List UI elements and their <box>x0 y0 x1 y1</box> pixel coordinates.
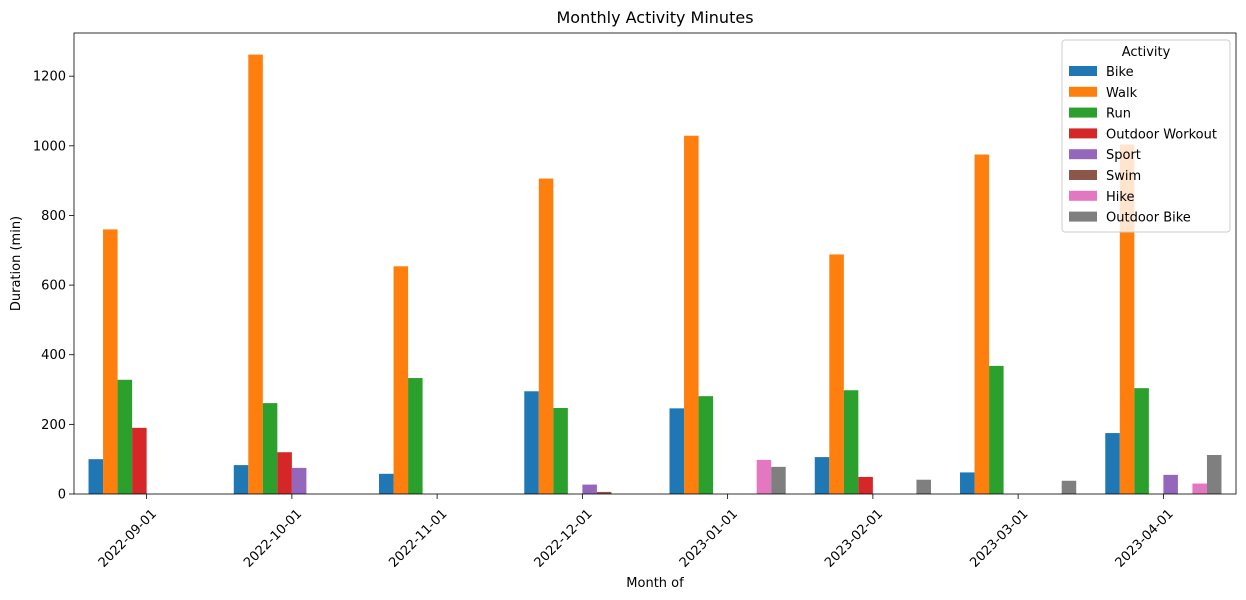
bar-run-2022-09-01 <box>117 379 133 494</box>
y-axis: 0 200 400 600 800 1000 1200 <box>33 70 74 503</box>
y-tick-label: 800 <box>41 209 66 224</box>
bars-layer <box>88 54 1222 495</box>
bar-walk-2023-03-01 <box>974 154 990 494</box>
legend-swatch-walk <box>1069 86 1097 97</box>
legend-label-swim: Swim <box>1106 169 1141 184</box>
bar-outdoor-bike-2023-04-01 <box>1206 455 1222 494</box>
x-tick-label: 2022-10-01 <box>241 507 305 571</box>
legend-label-outdoor-bike: Outdoor Bike <box>1106 211 1191 226</box>
legend-label-outdoor-workout: Outdoor Workout <box>1106 127 1217 142</box>
legend-swatch-outdoor-workout <box>1069 128 1097 139</box>
bar-run-2022-12-01 <box>553 408 568 494</box>
bar-hike-2023-04-01 <box>1192 483 1207 494</box>
x-tick-label: 2022-09-01 <box>96 507 160 571</box>
x-tick-label: 2022-12-01 <box>532 507 596 571</box>
bar-outdoor-bike-2023-01-01 <box>771 466 786 494</box>
bar-walk-2022-11-01 <box>393 266 409 494</box>
legend-swatch-bike <box>1069 66 1097 76</box>
legend-label-run: Run <box>1106 107 1131 122</box>
bar-outdoor-workout-2022-10-01 <box>277 452 292 494</box>
bar-bike-2023-02-01 <box>814 457 830 494</box>
bar-sport-2023-04-01 <box>1163 474 1178 494</box>
y-tick-label: 600 <box>41 279 66 294</box>
legend-label-sport: Sport <box>1106 148 1141 163</box>
legend: Activity Bike Walk Run Outdoor Workout Sport… <box>1061 39 1231 233</box>
x-tick-label: 2023-04-01 <box>1113 507 1177 571</box>
legend-swatch-swim <box>1069 170 1097 180</box>
legend-label-bike: Bike <box>1106 65 1134 80</box>
bar-run-2023-03-01 <box>989 365 1004 494</box>
bar-bike-2022-10-01 <box>233 465 249 494</box>
legend-swatch-outdoor-bike <box>1069 211 1097 222</box>
bar-bike-2022-09-01 <box>88 459 104 494</box>
x-axis: 2022-09-01 2022-10-01 2022-11-01 2022-12-01… <box>96 494 1177 571</box>
bar-swim-2022-12-01 <box>596 491 612 494</box>
bar-run-2023-01-01 <box>698 396 714 494</box>
legend-title: Activity <box>1122 45 1171 60</box>
legend-swatch-hike <box>1069 190 1097 201</box>
legend-label-hike: Hike <box>1106 190 1134 205</box>
legend-items: Bike Walk Run Outdoor Workout Sport Swim Hike O… <box>1069 65 1217 226</box>
bar-sport-2022-12-01 <box>582 484 597 494</box>
legend-label-walk: Walk <box>1106 86 1138 101</box>
bar-walk-2023-02-01 <box>829 254 844 494</box>
bar-walk-2022-09-01 <box>103 229 118 494</box>
chart-title: Monthly Activity Minutes <box>556 8 753 27</box>
x-tick-label: 2022-11-01 <box>386 507 450 571</box>
bar-walk-2023-01-01 <box>684 135 699 494</box>
bar-walk-2022-10-01 <box>248 54 263 495</box>
y-tick-label: 1200 <box>33 70 66 85</box>
bar-sport-2022-10-01 <box>291 467 307 494</box>
x-tick-label: 2023-01-01 <box>677 507 741 571</box>
bar-run-2022-11-01 <box>408 378 423 494</box>
bar-outdoor-workout-2022-09-01 <box>132 427 147 494</box>
y-tick-label: 400 <box>41 348 66 363</box>
bar-hike-2023-01-01 <box>756 459 772 494</box>
x-axis-title: Month of <box>626 576 684 591</box>
bar-outdoor-workout-2023-02-01 <box>858 476 873 494</box>
y-axis-title: Duration (min) <box>9 216 24 311</box>
bar-run-2022-10-01 <box>262 403 278 494</box>
bar-walk-2022-12-01 <box>538 178 554 495</box>
y-tick-label: 200 <box>41 418 66 433</box>
bar-bike-2022-12-01 <box>524 391 539 494</box>
bar-run-2023-02-01 <box>843 390 859 494</box>
y-tick-label: 0 <box>58 488 66 503</box>
bar-outdoor-bike-2023-03-01 <box>1061 480 1077 494</box>
bar-bike-2022-11-01 <box>379 473 394 494</box>
bar-bike-2023-04-01 <box>1105 433 1120 494</box>
bar-bike-2023-03-01 <box>960 472 975 494</box>
bar-outdoor-bike-2023-02-01 <box>916 479 931 494</box>
legend-swatch-sport <box>1069 149 1097 160</box>
x-tick-label: 2023-03-01 <box>967 507 1031 571</box>
legend-box <box>1061 39 1231 233</box>
y-tick-label: 1000 <box>33 139 66 154</box>
legend-swatch-run <box>1069 107 1097 118</box>
bar-bike-2023-01-01 <box>669 408 685 494</box>
x-tick-label: 2023-02-01 <box>822 507 886 571</box>
plot-frame <box>73 32 1237 495</box>
bar-run-2023-04-01 <box>1134 388 1149 494</box>
